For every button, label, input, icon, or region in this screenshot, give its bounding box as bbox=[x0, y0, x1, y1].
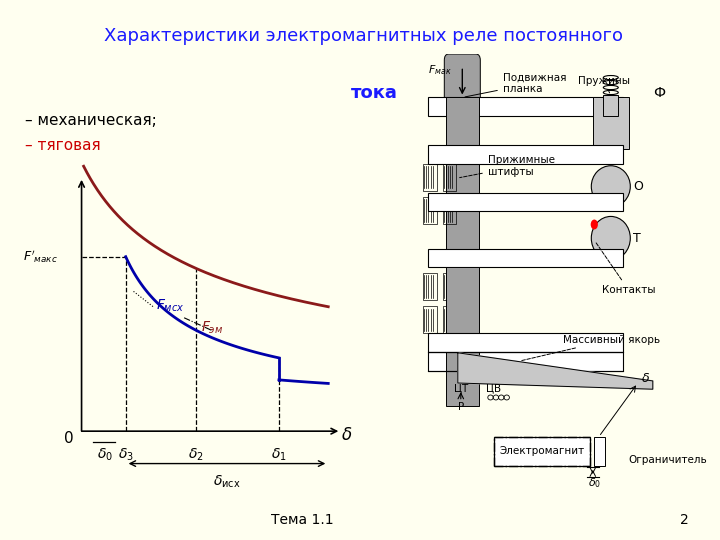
Text: $\delta$: $\delta$ bbox=[641, 373, 650, 386]
Text: Т: Т bbox=[634, 232, 641, 245]
Text: Массивный якорь: Массивный якорь bbox=[521, 335, 660, 361]
Bar bbox=[446, 97, 479, 261]
Bar bbox=[428, 97, 623, 116]
Ellipse shape bbox=[591, 217, 630, 260]
Bar bbox=[446, 267, 479, 406]
Text: $F_{\mathregular{эм}}$: $F_{\mathregular{эм}}$ bbox=[201, 320, 223, 336]
Bar bbox=[443, 273, 456, 300]
Text: $F_{\mathregular{мсх}}$: $F_{\mathregular{мсх}}$ bbox=[156, 297, 184, 314]
Text: ЦВ: ЦВ bbox=[486, 383, 501, 393]
Bar bbox=[428, 193, 623, 211]
Bar bbox=[428, 333, 623, 352]
Text: $\delta_1$: $\delta_1$ bbox=[271, 446, 287, 463]
Text: Тема 1.1: Тема 1.1 bbox=[271, 512, 333, 526]
Bar bbox=[443, 197, 456, 224]
Text: 0: 0 bbox=[64, 431, 73, 446]
Bar bbox=[443, 164, 456, 191]
Bar bbox=[494, 437, 590, 466]
Bar bbox=[423, 273, 437, 300]
Bar bbox=[443, 306, 456, 333]
Text: Ограничитель: Ограничитель bbox=[629, 455, 708, 464]
Text: Ф: Ф bbox=[653, 86, 665, 100]
Ellipse shape bbox=[591, 166, 630, 207]
Bar bbox=[423, 197, 437, 224]
Text: $F'_{\mathregular{макс}}$: $F'_{\mathregular{макс}}$ bbox=[23, 248, 58, 265]
Text: Пружины: Пружины bbox=[577, 76, 630, 93]
Bar bbox=[423, 164, 437, 191]
Bar bbox=[594, 437, 605, 466]
Bar bbox=[428, 145, 623, 164]
Text: Подвижная
планка: Подвижная планка bbox=[465, 72, 567, 97]
Bar bbox=[593, 97, 629, 149]
Text: – тяговая: – тяговая bbox=[25, 138, 101, 153]
Text: $\delta_2$: $\delta_2$ bbox=[188, 446, 204, 463]
Text: Контакты: Контакты bbox=[596, 242, 655, 295]
Text: – механическая;: – механическая; bbox=[25, 113, 157, 129]
Text: $\delta$: $\delta$ bbox=[341, 426, 352, 444]
Text: тока: тока bbox=[351, 84, 398, 102]
Text: $\delta_0$: $\delta_0$ bbox=[588, 476, 601, 490]
Bar bbox=[423, 306, 437, 333]
Text: Электромагнит: Электромагнит bbox=[499, 446, 585, 456]
FancyBboxPatch shape bbox=[444, 54, 480, 104]
Text: Характеристики электромагнитных реле постоянного: Характеристики электромагнитных реле пос… bbox=[104, 28, 623, 45]
Text: $\delta_3$: $\delta_3$ bbox=[118, 446, 134, 463]
Text: Р: Р bbox=[458, 402, 464, 413]
Circle shape bbox=[590, 220, 598, 229]
Text: ЦТ: ЦТ bbox=[454, 383, 468, 393]
Bar bbox=[428, 248, 623, 267]
Text: $\delta_0$: $\delta_0$ bbox=[96, 446, 112, 463]
Text: 2: 2 bbox=[680, 512, 688, 526]
Bar bbox=[603, 96, 618, 116]
Text: $F_{мак}$: $F_{мак}$ bbox=[428, 64, 452, 77]
Text: Прижимные
штифты: Прижимные штифты bbox=[459, 155, 555, 178]
Circle shape bbox=[457, 185, 468, 200]
Polygon shape bbox=[458, 353, 653, 389]
Text: О: О bbox=[634, 180, 643, 193]
Circle shape bbox=[457, 218, 468, 233]
Text: $\delta_{\mathregular{исх}}$: $\delta_{\mathregular{исх}}$ bbox=[213, 474, 240, 490]
